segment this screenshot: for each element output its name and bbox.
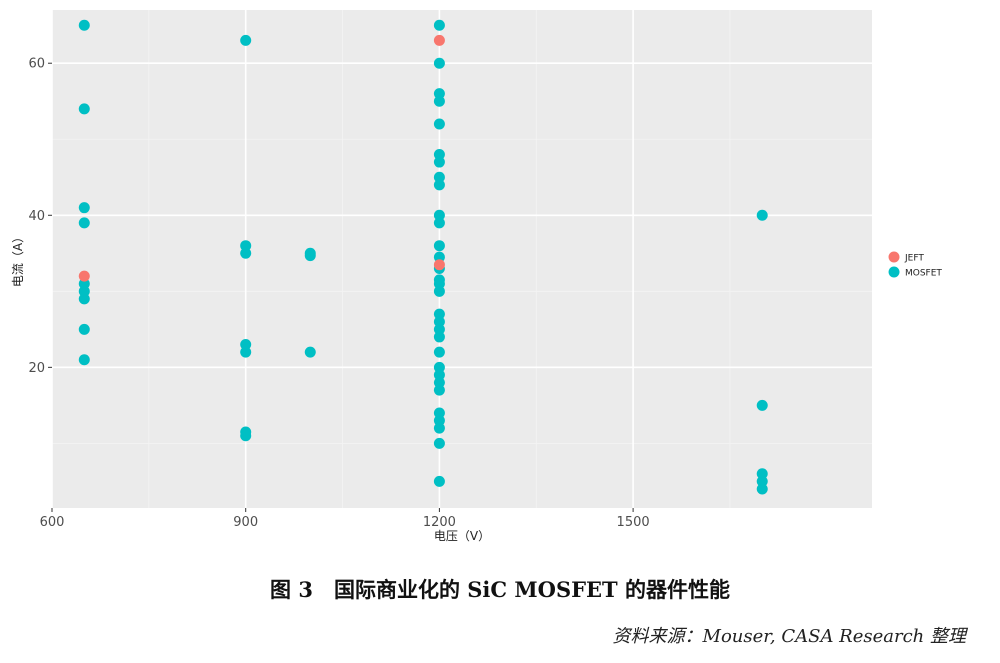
- legend: JEFT MOSFET: [888, 251, 942, 279]
- mosfet-point: [433, 422, 445, 434]
- mosfet-point: [433, 475, 445, 487]
- jeft-point: [433, 34, 445, 46]
- mosfet-point: [433, 88, 445, 100]
- x-axis-title: 电压（V）: [434, 529, 490, 543]
- mosfet-point: [433, 308, 445, 320]
- mosfet-point: [78, 103, 90, 115]
- mosfet-point: [433, 57, 445, 69]
- mosfet-point: [78, 354, 90, 366]
- grid-lines: [51, 10, 872, 508]
- figure-caption: 图 3 国际商业化的 SiC MOSFET 的器件性能: [270, 577, 730, 602]
- mosfet-point: [304, 346, 316, 358]
- mosfet-point: [240, 240, 252, 252]
- plot-panel: [52, 10, 872, 508]
- data-points: [78, 19, 768, 495]
- mosfet-point: [240, 34, 252, 46]
- axis-ticks: 600 900 1200 1500 20 40 60: [28, 57, 649, 530]
- mosfet-point: [304, 250, 316, 262]
- mosfet-point: [433, 377, 445, 389]
- mosfet-point: [78, 285, 90, 297]
- scatter-chart: 600 900 1200 1500 20 40 60 电压（V） 电流（A） JEFT MOS…: [11, 10, 942, 543]
- mosfet-point: [240, 247, 252, 259]
- mosfet-point: [433, 156, 445, 168]
- mosfet-point: [433, 331, 445, 343]
- mosfet-point: [433, 95, 445, 107]
- legend-label-jeft: JEFT: [904, 254, 924, 264]
- mosfet-point: [433, 251, 445, 263]
- x-tick-label: 1200: [423, 515, 456, 530]
- legend-label-mosfet: MOSFET: [905, 269, 942, 279]
- mosfet-legend-key: [888, 266, 900, 278]
- y-tick-label: 20: [28, 361, 45, 376]
- mosfet-point: [433, 323, 445, 335]
- mosfet-point: [78, 202, 90, 214]
- mosfet-point: [78, 323, 90, 335]
- mosfet-point: [433, 437, 445, 449]
- mosfet-point: [433, 19, 445, 31]
- x-tick-label: 1500: [617, 515, 650, 530]
- jeft-point: [433, 259, 445, 271]
- mosfet-point: [433, 118, 445, 130]
- mosfet-point: [756, 483, 768, 495]
- mosfet-point: [240, 430, 252, 442]
- source-note: 资料来源：Mouser, CASA Research 整理: [612, 626, 966, 647]
- mosfet-point: [433, 384, 445, 396]
- x-tick-label: 600: [40, 515, 65, 530]
- y-axis-title: 电流（A）: [11, 231, 25, 287]
- mosfet-point: [433, 407, 445, 419]
- mosfet-point: [240, 346, 252, 358]
- mosfet-point: [433, 209, 445, 221]
- x-tick-label: 900: [233, 515, 258, 530]
- mosfet-point: [433, 316, 445, 328]
- mosfet-point: [433, 148, 445, 160]
- mosfet-point: [756, 468, 768, 480]
- y-tick-label: 40: [28, 209, 45, 224]
- mosfet-point: [433, 278, 445, 290]
- mosfet-point: [240, 339, 252, 351]
- mosfet-point: [78, 217, 90, 229]
- mosfet-point: [433, 171, 445, 183]
- mosfet-point: [78, 278, 90, 290]
- jeft-point: [78, 270, 90, 282]
- mosfet-point: [433, 285, 445, 297]
- mosfet-point: [756, 209, 768, 221]
- mosfet-point: [78, 19, 90, 31]
- mosfet-point: [756, 475, 768, 487]
- mosfet-point: [433, 369, 445, 381]
- mosfet-point: [433, 346, 445, 358]
- mosfet-point: [78, 293, 90, 305]
- mosfet-point: [756, 399, 768, 411]
- mosfet-point: [433, 179, 445, 191]
- mosfet-point: [433, 415, 445, 427]
- y-tick-label: 60: [28, 57, 45, 72]
- mosfet-point: [433, 361, 445, 373]
- mosfet-point: [433, 240, 445, 252]
- jeft-legend-key: [888, 251, 900, 263]
- mosfet-point: [433, 217, 445, 229]
